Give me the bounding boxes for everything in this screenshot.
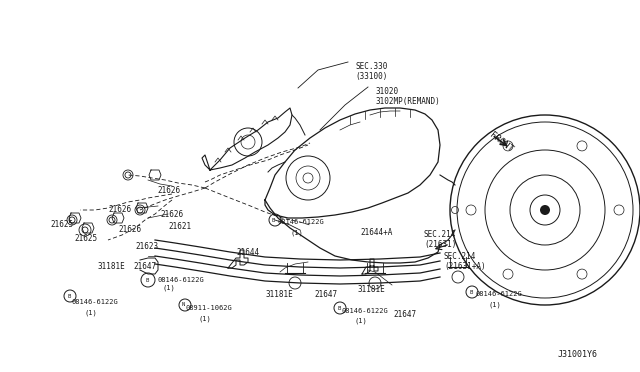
- Text: 08146-6122G: 08146-6122G: [475, 291, 522, 297]
- Text: B: B: [337, 305, 340, 311]
- Text: 21647: 21647: [393, 310, 416, 319]
- Text: B: B: [67, 294, 70, 298]
- Text: (21631+A): (21631+A): [444, 262, 486, 271]
- Text: 31181E: 31181E: [357, 285, 385, 294]
- Text: 21644: 21644: [236, 248, 259, 257]
- Text: 08146-6122G: 08146-6122G: [157, 277, 204, 283]
- Text: 21625: 21625: [74, 234, 97, 243]
- Text: SEC.214: SEC.214: [424, 230, 456, 239]
- Text: 31181E: 31181E: [97, 262, 125, 271]
- Text: 08146-6122G: 08146-6122G: [342, 308, 388, 314]
- Text: 21623: 21623: [135, 242, 158, 251]
- Text: SEC.214: SEC.214: [444, 252, 476, 261]
- Text: B: B: [272, 218, 275, 222]
- Text: SEC.330: SEC.330: [355, 62, 387, 71]
- Text: J31001Y6: J31001Y6: [558, 350, 598, 359]
- Text: 21626: 21626: [160, 210, 183, 219]
- Text: 21644+A: 21644+A: [360, 228, 392, 237]
- Text: 21647: 21647: [314, 290, 337, 299]
- Text: B: B: [145, 278, 148, 282]
- Text: 21621: 21621: [168, 222, 191, 231]
- Text: (1): (1): [198, 315, 211, 321]
- Circle shape: [540, 205, 550, 215]
- Text: 21626: 21626: [157, 186, 180, 195]
- Text: (33100): (33100): [355, 72, 387, 81]
- Text: (1): (1): [163, 285, 176, 291]
- Text: (1): (1): [355, 318, 368, 324]
- Text: 21647: 21647: [133, 262, 156, 271]
- Text: (1): (1): [291, 229, 304, 235]
- Text: N: N: [182, 302, 185, 308]
- Text: 08911-1062G: 08911-1062G: [185, 305, 232, 311]
- Text: 3102MP(REMAND): 3102MP(REMAND): [375, 97, 440, 106]
- Text: 08146-6122G: 08146-6122G: [278, 219, 324, 225]
- Text: 21626: 21626: [118, 225, 141, 234]
- Text: (1): (1): [488, 301, 500, 308]
- Text: 08146-6122G: 08146-6122G: [72, 299, 119, 305]
- Text: B: B: [469, 289, 472, 295]
- Text: (21631): (21631): [424, 240, 456, 249]
- Text: 21626: 21626: [108, 205, 131, 214]
- Text: FRONT: FRONT: [488, 130, 515, 154]
- Text: 31020: 31020: [375, 87, 398, 96]
- Text: (1): (1): [85, 309, 98, 315]
- Text: 31181E: 31181E: [265, 290, 292, 299]
- Text: 21625: 21625: [50, 220, 73, 229]
